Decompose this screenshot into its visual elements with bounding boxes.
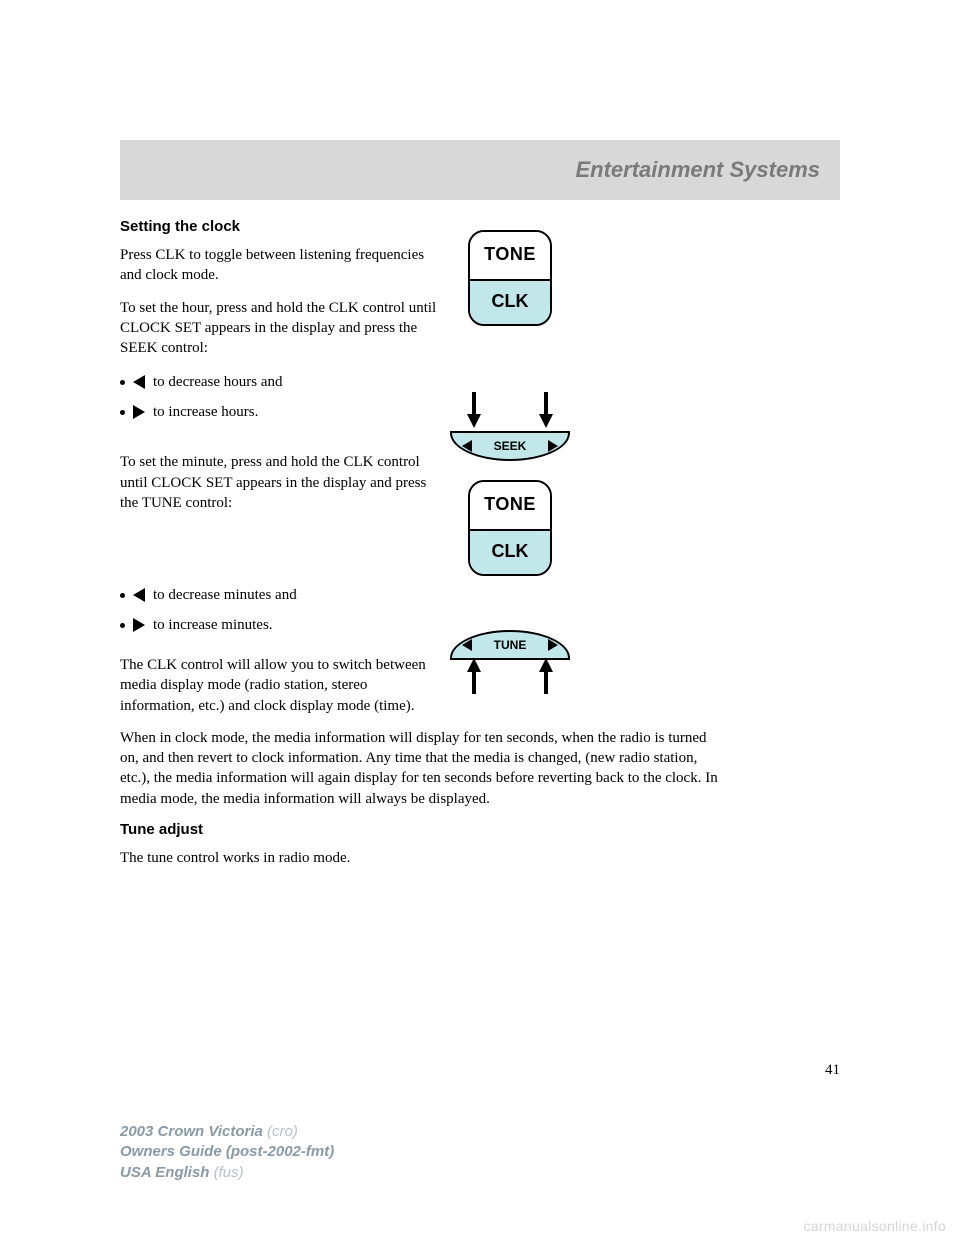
tune-label: TUNE xyxy=(494,638,527,652)
up-arrows-row xyxy=(467,658,553,699)
footer-code: (fus) xyxy=(214,1164,244,1181)
chapter-title: Entertainment Systems xyxy=(575,157,820,183)
triangle-left-icon xyxy=(133,375,145,389)
arrow-up-icon xyxy=(539,658,553,699)
footer-guide: Owners Guide (post-2002-fmt) xyxy=(120,1143,334,1160)
illustration-tone-clk-button: TONE CLK xyxy=(468,480,552,576)
tone-clk-button: TONE CLK xyxy=(468,480,552,576)
bullet-dot-icon xyxy=(120,410,125,415)
bullet-list-minutes: to decrease minutes and to increase minu… xyxy=(120,583,720,637)
footer-line: 2003 Crown Victoria (cro) xyxy=(120,1122,334,1142)
triangle-right-icon xyxy=(548,639,558,651)
down-arrows-row xyxy=(467,392,553,433)
footer-line: USA English (fus) xyxy=(120,1163,334,1183)
triangle-right-icon xyxy=(133,618,145,632)
paragraph: The tune control works in radio mode. xyxy=(120,848,720,868)
paragraph: To set the minute, press and hold the CL… xyxy=(120,452,440,513)
page-number: 41 xyxy=(825,1062,840,1079)
clk-label: CLK xyxy=(470,529,550,574)
bullet-list-hours: to decrease hours and to increase hours. xyxy=(120,370,720,424)
paragraph: Press CLK to toggle between listening fr… xyxy=(120,245,440,286)
footer-code: (cro) xyxy=(267,1123,298,1140)
footer-model: 2003 Crown Victoria xyxy=(120,1123,267,1140)
arrow-down-icon xyxy=(467,392,481,433)
seek-button: SEEK xyxy=(450,431,570,461)
page-container: Entertainment Systems Setting the clock … xyxy=(120,140,840,880)
paragraph: The CLK control will allow you to switch… xyxy=(120,655,440,716)
bullet-item: to decrease minutes and xyxy=(120,583,720,607)
seek-label: SEEK xyxy=(494,439,527,453)
bullet-item: to increase minutes. xyxy=(120,613,720,637)
bullet-item: to increase hours. xyxy=(120,400,720,424)
triangle-right-icon xyxy=(548,440,558,452)
arrow-up-icon xyxy=(467,658,481,699)
tone-clk-button: TONE CLK xyxy=(468,230,552,326)
illustration-tone-clk-button: TONE CLK xyxy=(468,230,552,326)
body-content: Setting the clock Press CLK to toggle be… xyxy=(120,200,720,868)
bullet-dot-icon xyxy=(120,623,125,628)
triangle-left-icon xyxy=(462,639,472,651)
bullet-dot-icon xyxy=(120,593,125,598)
arrow-down-icon xyxy=(539,392,553,433)
paragraph: To set the hour, press and hold the CLK … xyxy=(120,298,440,359)
watermark-text: carmanualsonline.info xyxy=(804,1218,947,1234)
heading-tune-adjust: Tune adjust xyxy=(120,821,720,838)
tune-button: TUNE xyxy=(450,630,570,660)
bullet-dot-icon xyxy=(120,380,125,385)
chapter-header-band: Entertainment Systems xyxy=(120,140,840,200)
paragraph: When in clock mode, the media informatio… xyxy=(120,728,720,809)
footer-lang: USA English xyxy=(120,1164,214,1181)
bullet-text: to increase hours. xyxy=(153,400,258,424)
footer-line: Owners Guide (post-2002-fmt) xyxy=(120,1142,334,1162)
bullet-item: to decrease hours and xyxy=(120,370,720,394)
bullet-text: to increase minutes. xyxy=(153,613,273,637)
illustration-seek-control: SEEK xyxy=(450,392,570,461)
illustration-tune-control: TUNE xyxy=(450,630,570,699)
triangle-left-icon xyxy=(133,588,145,602)
footer-block: 2003 Crown Victoria (cro) Owners Guide (… xyxy=(120,1122,334,1183)
bullet-text: to decrease minutes and xyxy=(153,583,297,607)
triangle-right-icon xyxy=(133,405,145,419)
tone-label: TONE xyxy=(470,232,550,279)
tone-label: TONE xyxy=(470,482,550,529)
clk-label: CLK xyxy=(470,279,550,324)
bullet-text: to decrease hours and xyxy=(153,370,283,394)
triangle-left-icon xyxy=(462,440,472,452)
heading-setting-clock: Setting the clock xyxy=(120,218,720,235)
